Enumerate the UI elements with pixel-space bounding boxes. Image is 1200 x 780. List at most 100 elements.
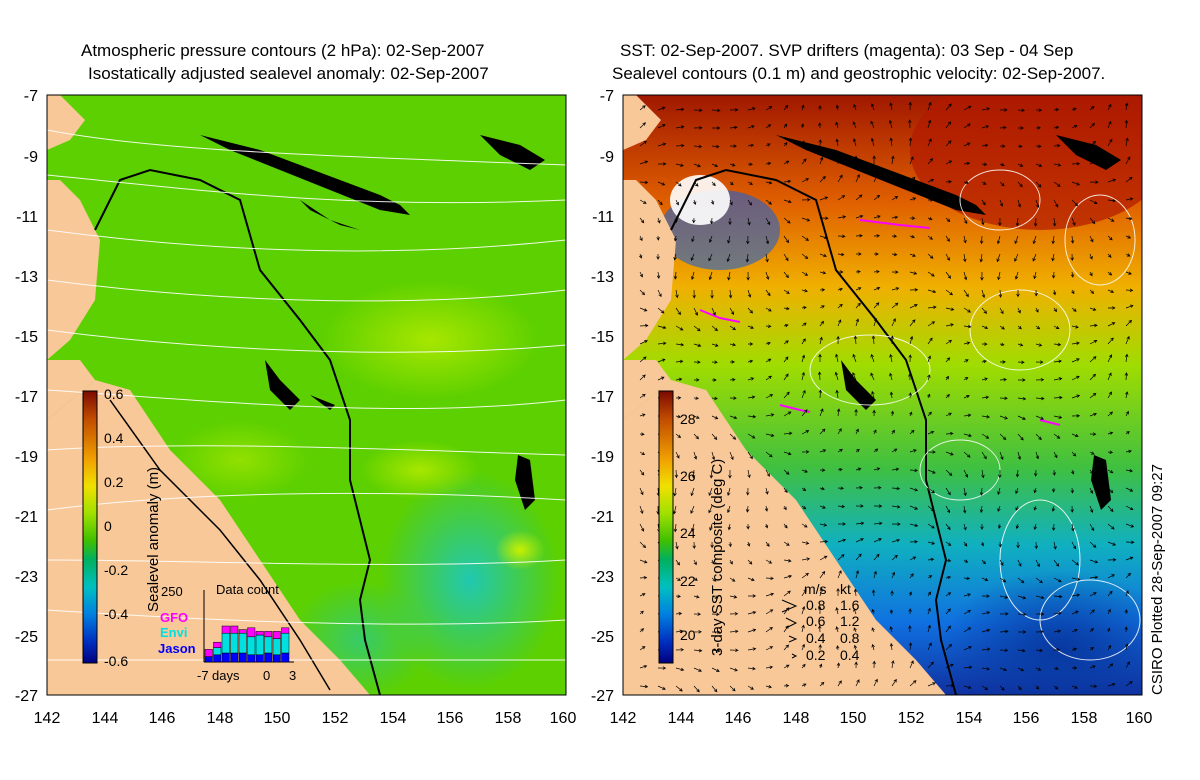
velocity-arrow [1053, 163, 1062, 167]
velocity-arrow [1017, 685, 1022, 691]
velocity-arrow [819, 271, 827, 275]
velocity-arrow [873, 252, 879, 256]
velocity-arrow [673, 523, 678, 533]
velocity-arrow [1124, 372, 1129, 381]
velocity-arrow [999, 433, 1007, 441]
lat-label: -11 [592, 209, 614, 226]
velocity-arrow [711, 630, 721, 634]
velocity-arrow [747, 342, 754, 346]
velocity-arrow [690, 253, 695, 261]
velocity-arrow [800, 123, 805, 129]
velocity-arrow [639, 469, 645, 476]
velocity-arrow [1053, 577, 1062, 583]
velocity-arrow [981, 181, 987, 185]
velocity-arrow [818, 389, 823, 399]
velocity-arrow [927, 523, 935, 529]
velocity-arrow [675, 451, 680, 459]
velocity-arrow [729, 307, 735, 315]
velocity-arrow [675, 143, 685, 148]
velocity-arrow [1035, 163, 1043, 167]
velocity-arrow [819, 555, 828, 561]
velocity-arrow [728, 289, 733, 299]
velocity-arrow [657, 289, 662, 298]
velocity-arrow [673, 487, 677, 497]
velocity-arrow [945, 160, 953, 165]
right-colorbar-label: 3-day SST composite (deg C) [709, 459, 726, 656]
velocity-arrow [836, 155, 841, 165]
velocity-arrow [998, 541, 1002, 548]
velocity-arrow [690, 487, 695, 497]
velocity-arrow [1017, 144, 1023, 148]
velocity-arrow [1071, 523, 1075, 532]
velocity-arrow [708, 487, 713, 497]
velocity-arrow [927, 469, 936, 474]
inset-bar-envi [213, 647, 222, 656]
inset-xlabel: days [212, 668, 240, 683]
velocity-arrow [963, 341, 971, 345]
velocity-arrow [927, 355, 931, 363]
lon-label: 156 [1013, 710, 1040, 727]
left-pressure-contours [47, 129, 566, 661]
velocity-arrow [1089, 469, 1094, 475]
velocity-arrow [963, 433, 972, 438]
velocity-arrow [909, 573, 914, 579]
velocity-arrow [852, 121, 857, 129]
velocity-arrow [909, 197, 917, 201]
velocity-arrow [693, 433, 699, 440]
inset-bar-jason [230, 652, 239, 663]
velocity-arrow [1071, 394, 1081, 399]
velocity-arrow [1107, 608, 1111, 615]
lon-label: 160 [550, 710, 577, 727]
velocity-arrow [1071, 451, 1077, 457]
velocity-arrow [747, 162, 753, 166]
left-cb-tick: -0.4 [104, 606, 128, 622]
velocity-arrow [711, 378, 717, 382]
left-title-line1: Atmospheric pressure contours (2 hPa): 0… [81, 41, 485, 60]
velocity-arrow [1015, 487, 1019, 495]
velocity-arrow [1017, 378, 1026, 382]
velocity-arrow [783, 217, 791, 224]
velocity-arrow [996, 253, 1001, 263]
velocity-arrow [693, 378, 700, 382]
velocity-arrow [855, 538, 864, 543]
velocity-arrow [909, 176, 916, 183]
velocity-arrow [927, 541, 936, 545]
inset-bar-gfo [264, 631, 273, 638]
velocity-arrow [1125, 335, 1130, 345]
velocity-arrow [997, 271, 1001, 281]
velocity-arrow [927, 682, 936, 687]
left-coast-contour [109, 399, 331, 691]
lon-label: 158 [1071, 710, 1098, 727]
velocity-arrow [657, 325, 667, 330]
velocity-arrow [801, 606, 806, 615]
velocity-arrow [801, 409, 808, 417]
velocity-arrow [1035, 667, 1042, 671]
velocity-arrow [908, 591, 913, 597]
velocity-arrow [711, 577, 717, 582]
velocity-arrow [909, 540, 918, 544]
velocity-arrow [1107, 663, 1114, 669]
inset-bar-jason [221, 652, 230, 663]
velocity-arrow [1052, 289, 1057, 296]
lon-label: 148 [783, 710, 810, 727]
velocity-arrow [981, 395, 990, 400]
velocity-arrow [639, 105, 646, 111]
velocity-arrow [1071, 433, 1079, 438]
velocity-arrow [981, 342, 988, 346]
velocity-arrow [1071, 217, 1076, 226]
velocity-arrow [801, 178, 810, 183]
velocity-arrow [999, 559, 1004, 566]
left-positive-anomaly-3 [495, 530, 545, 570]
velocity-arrow [674, 217, 678, 224]
left-cb-tick: 0.4 [104, 430, 124, 446]
velocity-arrow [639, 684, 649, 689]
velocity-arrow [801, 271, 809, 276]
velocity-arrow [783, 541, 790, 546]
inset-bar-jason [238, 652, 247, 663]
velocity-arrow [855, 302, 861, 309]
velocity-arrow [1053, 433, 1061, 439]
velocity-arrow [855, 252, 862, 256]
velocity-arrow [836, 645, 840, 651]
velocity-arrow [710, 199, 715, 205]
velocity-arrow [819, 468, 826, 472]
